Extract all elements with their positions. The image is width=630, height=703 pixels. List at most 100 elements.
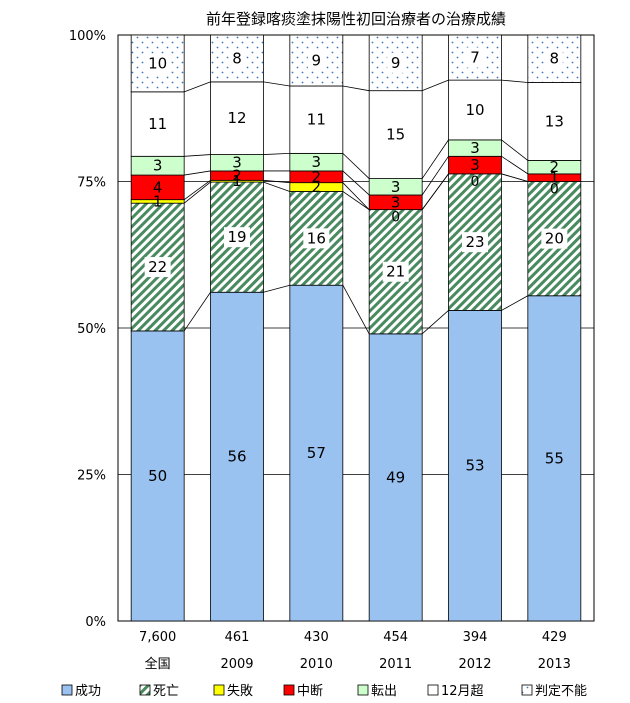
bar-segment-12月超 [210, 81, 264, 155]
series-connector-line [421, 139, 449, 179]
chart-title: 前年登録喀痰塗抹陽性初回治療者の治療成績 [206, 10, 506, 28]
series-connector-line [263, 181, 290, 192]
series-connector-line [183, 180, 211, 200]
legend-swatch [521, 684, 533, 696]
bar-segment-成功 [448, 310, 502, 622]
label-background [303, 228, 330, 249]
data-label: 0 [471, 174, 480, 190]
legend-swatch [283, 684, 295, 696]
data-label: 3 [153, 157, 163, 175]
x-category-label: 2013 [538, 657, 571, 672]
label-background [387, 52, 405, 73]
x-axis-labels: 7,600 全国 461 2009 430 2010 454 2011 394 2012 429 20… [139, 630, 571, 672]
legend-label: 中断 [297, 684, 323, 699]
legend: 成功 死亡 失敗 中断 転出 12月超 判定不能 [61, 684, 587, 699]
x-category-label: 2011 [379, 657, 412, 672]
data-label: 3 [312, 153, 322, 171]
label-background [541, 228, 568, 249]
x-count-label: 430 [304, 630, 329, 645]
x-category-label: 2012 [458, 657, 491, 672]
legend-label: 失敗 [227, 684, 253, 699]
data-label: 2 [312, 178, 322, 196]
series-connector-line [184, 81, 211, 93]
series-connector-line [183, 181, 211, 204]
data-label: 3 [470, 156, 480, 174]
data-label: 11 [307, 111, 326, 129]
series-connector-line [421, 310, 449, 335]
legend-label: 判定不能 [535, 684, 587, 699]
series-connector-line [501, 173, 528, 182]
series-connector-line [342, 85, 370, 92]
legend-label: 成功 [75, 684, 101, 699]
series-connector-line [263, 81, 290, 87]
bar-segment-12月超 [448, 79, 502, 141]
y-tick-label: 0% [85, 615, 106, 630]
series-connector-line [184, 170, 211, 176]
x-category-label: 2009 [220, 657, 253, 672]
legend-swatch [427, 684, 439, 696]
series-connector-line [342, 153, 370, 179]
label-background [545, 48, 563, 69]
series-connector-line [422, 79, 449, 92]
x-count-label: 429 [542, 630, 567, 645]
data-label: 3 [391, 193, 401, 211]
y-tick-label: 50% [77, 322, 106, 337]
series-connector-line [421, 173, 449, 210]
data-label: 11 [148, 115, 167, 133]
series-connector-line [184, 154, 211, 157]
series-connector-line [501, 295, 529, 311]
plot-area: 5022143111056191231285716223119492133159… [117, 34, 595, 622]
x-count-label: 394 [463, 630, 488, 645]
data-label: 15 [386, 126, 405, 144]
data-label: 1 [153, 192, 163, 210]
data-label: 0 [550, 182, 559, 198]
x-category-label: 2010 [300, 657, 333, 672]
data-label: 7 [470, 49, 480, 67]
y-tick-label: 75% [77, 176, 106, 191]
data-label: 55 [545, 449, 564, 467]
label-background [466, 47, 484, 68]
series-connector-line [263, 284, 290, 293]
data-label: 2 [312, 168, 322, 186]
series-connector-line [421, 156, 449, 196]
series-connector-line [263, 152, 290, 155]
data-label: 2 [232, 167, 242, 185]
legend-swatch [61, 684, 73, 696]
series-connector-line [501, 79, 528, 83]
y-tick-label: 25% [77, 469, 106, 484]
data-label: 10 [465, 101, 484, 119]
data-label: 21 [386, 263, 405, 281]
label-background [382, 261, 409, 282]
series-connector-line [342, 182, 370, 210]
data-label: 49 [386, 468, 405, 486]
x-count-label: 7,600 [139, 630, 176, 645]
series-connector-line [501, 155, 529, 175]
data-label: 50 [148, 467, 167, 485]
bar-segment-12月超 [368, 90, 423, 179]
y-axis-labels: 0% 25% 50% 75% 100% [69, 29, 106, 630]
data-label: 19 [227, 228, 246, 246]
data-label: 57 [307, 444, 326, 462]
legend-label: 死亡 [153, 684, 179, 699]
bar-segment-12月超 [289, 85, 344, 154]
bar-segment-成功 [289, 284, 344, 622]
data-label: 3 [391, 178, 401, 196]
label-background [144, 257, 171, 278]
data-label: 10 [148, 54, 167, 72]
legend-swatch [139, 684, 151, 696]
y-tick-label: 100% [69, 29, 106, 44]
data-label: 3 [470, 139, 480, 157]
data-label: 1 [550, 169, 560, 187]
bar-segment-成功 [210, 291, 264, 622]
data-label: 12 [227, 109, 246, 127]
data-label: 4 [153, 178, 163, 196]
data-label: 56 [227, 448, 246, 466]
data-label: 13 [545, 112, 564, 130]
data-label: 1 [232, 172, 242, 190]
label-background [224, 227, 250, 248]
data-label: 23 [465, 233, 484, 251]
label-background [462, 232, 488, 253]
data-label: 22 [148, 258, 167, 276]
data-label: 8 [232, 49, 242, 67]
